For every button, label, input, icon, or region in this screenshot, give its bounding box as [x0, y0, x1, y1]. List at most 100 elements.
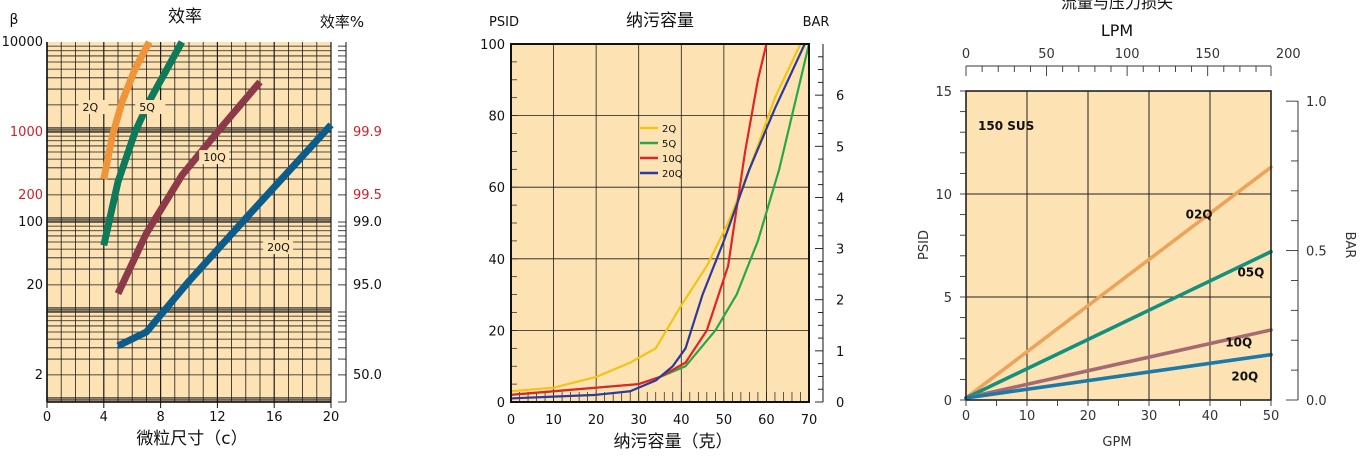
flow-pressure-title: 流量与压力损失	[1061, 0, 1173, 12]
dirt-capacity-left-axis-label: PSID	[489, 15, 519, 30]
dirt-capacity-y-tick-label: 100	[480, 38, 505, 53]
dirt-capacity-x-tick-label: 20	[588, 413, 605, 428]
efficiency-right-tick-label: 99.0	[353, 215, 382, 230]
flow-pressure-series-label: 20Q	[1231, 369, 1258, 383]
dirt-capacity-x-tick-label: 50	[716, 413, 733, 428]
efficiency-series-label-bg	[263, 240, 294, 255]
dirt-capacity-y-tick-label: 40	[488, 253, 505, 268]
efficiency-right-tick-label: 99.9	[353, 125, 382, 140]
efficiency-series-label: 2Q	[83, 101, 99, 114]
efficiency-x-tick-label: 8	[156, 410, 164, 425]
dirt-capacity-right-tick-label: 6	[836, 89, 844, 104]
efficiency-series-10Q-line	[114, 79, 263, 296]
dirt-capacity-right-tick-label: 0	[836, 396, 844, 411]
flow-pressure-right-tick-label: 1.0	[1306, 95, 1327, 110]
dirt-capacity-y-tick-label: 20	[488, 324, 505, 339]
dirt-capacity-legend-label: 2Q	[662, 124, 676, 135]
efficiency-axes: 0 4 8 12 16 20 10000 1000 200 100 20 2 99.9 99.5 99.0 9…	[2, 35, 382, 425]
flow-pressure-right-tick-label: 0.0	[1306, 394, 1327, 409]
dirt-capacity-x-tick-label: 40	[673, 413, 690, 428]
flow-pressure-series-label: 10Q	[1225, 335, 1252, 349]
flow-pressure-x-tick-label: 10	[1019, 409, 1036, 424]
dirt-capacity-frame	[510, 43, 810, 403]
flow-pressure-series-label: 02Q	[1186, 208, 1213, 222]
efficiency-x-tick-label: 16	[266, 410, 283, 425]
efficiency-right-tick-label: 95.0	[353, 278, 382, 293]
efficiency-series-label-bg	[78, 100, 109, 115]
flow-pressure-x-tick-label: 50	[1263, 409, 1280, 424]
dirt-capacity-y-tick-label: 0	[497, 396, 505, 411]
flow-pressure-top-tick-label: 0	[962, 47, 970, 62]
dirt-capacity-y-tick-label: 80	[488, 110, 505, 125]
efficiency-y-tick-label: 2	[35, 368, 43, 383]
efficiency-y-tick-label: 100	[18, 215, 43, 230]
dirt-capacity-x-tick-label: 30	[630, 413, 647, 428]
flow-pressure-x-axis-label: GPM	[1102, 435, 1131, 450]
dirt-capacity-legend-label: 10Q	[662, 154, 683, 165]
flow-pressure-series-02Q-line	[964, 165, 1273, 400]
flow-pressure-left-axis-label: PSID	[917, 230, 932, 260]
flow-pressure-top-tick-label: 150	[1195, 47, 1220, 62]
dirt-capacity-x-tick-label: 60	[758, 413, 775, 428]
efficiency-right-axis-label: 效率%	[320, 13, 364, 31]
efficiency-series-5Q-line	[100, 40, 185, 247]
dirt-capacity-x-tick-label: 0	[507, 413, 515, 428]
flow-pressure-top-axis-label: LPM	[1101, 21, 1133, 40]
efficiency-chart: 2Q 5Q 10Q 20Q 0 4 8 12 16 20 10000 1000 200 100 20 2 99…	[2, 7, 382, 449]
efficiency-y-tick-label: 10000	[2, 35, 43, 50]
dirt-capacity-right-tick-label: 2	[836, 294, 844, 309]
flow-pressure-right-tick-label: 0.5	[1306, 245, 1327, 260]
efficiency-x-tick-label: 12	[209, 410, 226, 425]
dirt-capacity-x-tick-label: 70	[801, 413, 818, 428]
efficiency-series-label: 20Q	[267, 241, 290, 254]
flow-pressure-x-tick-label: 30	[1141, 409, 1158, 424]
dirt-capacity-right-tick-label: 4	[836, 191, 844, 206]
dirt-capacity-right-tick-label: 1	[836, 345, 844, 360]
flow-pressure-y-tick-label: 10	[935, 188, 952, 203]
dirt-capacity-x-tick-label: 10	[545, 413, 562, 428]
dirt-capacity-series-20Q-line	[510, 43, 806, 400]
efficiency-right-tick-label: 99.5	[353, 188, 382, 203]
dirt-capacity-title: 纳污容量	[626, 11, 694, 31]
efficiency-x-axis-label: 微粒尺寸（c）	[136, 429, 247, 449]
flow-pressure-y-tick-label: 0	[944, 394, 952, 409]
efficiency-series-label: 10Q	[203, 151, 226, 164]
efficiency-series-2Q-line	[100, 40, 153, 180]
efficiency-series-label-bg	[135, 100, 166, 115]
dirt-capacity-legend-label: 5Q	[662, 139, 676, 150]
flow-pressure-top-tick-label: 200	[1276, 47, 1301, 62]
efficiency-y-tick-label: 1000	[10, 125, 43, 140]
efficiency-x-tick-label: 20	[323, 410, 340, 425]
efficiency-series-label: 5Q	[139, 101, 155, 114]
dirt-capacity-series-10Q-line	[510, 43, 768, 396]
efficiency-x-tick-label: 0	[43, 410, 51, 425]
dirt-capacity-right-axis-label: BAR	[803, 15, 830, 30]
efficiency-right-tick-label: 50.0	[353, 368, 382, 383]
efficiency-series-20Q-line	[116, 122, 334, 350]
dirt-capacity-x-axis-label: 纳污容量（克）	[614, 432, 733, 452]
efficiency-series-label-bg	[199, 150, 230, 165]
dirt-capacity-legend-label: 20Q	[662, 169, 683, 180]
dirt-capacity-series-group	[510, 43, 811, 400]
efficiency-title: 效率	[168, 7, 202, 27]
dirt-capacity-legend: 2Q 5Q 10Q 20Q	[640, 124, 683, 180]
efficiency-y-tick-label: 200	[18, 188, 43, 203]
flow-pressure-top-tick-label: 100	[1115, 47, 1140, 62]
efficiency-grid	[46, 42, 332, 403]
flow-pressure-series-10Q-line	[964, 328, 1273, 400]
flow-pressure-series-label: 05Q	[1237, 265, 1264, 279]
flow-pressure-grid	[966, 91, 1271, 400]
dirt-capacity-y-tick-label: 60	[488, 181, 505, 196]
flow-pressure-annotation: 150 SUS	[978, 119, 1034, 133]
flow-pressure-series-20Q-line	[964, 352, 1273, 400]
flow-pressure-y-tick-label: 5	[944, 291, 952, 306]
flow-pressure-top-tick-label: 50	[1038, 47, 1055, 62]
efficiency-series-group: 2Q 5Q 10Q 20Q	[78, 40, 334, 350]
flow-pressure-x-tick-label: 20	[1080, 409, 1097, 424]
flow-pressure-plot-area	[966, 91, 1271, 400]
flow-pressure-series-group: 02Q 05Q 10Q 20Q	[964, 165, 1273, 400]
